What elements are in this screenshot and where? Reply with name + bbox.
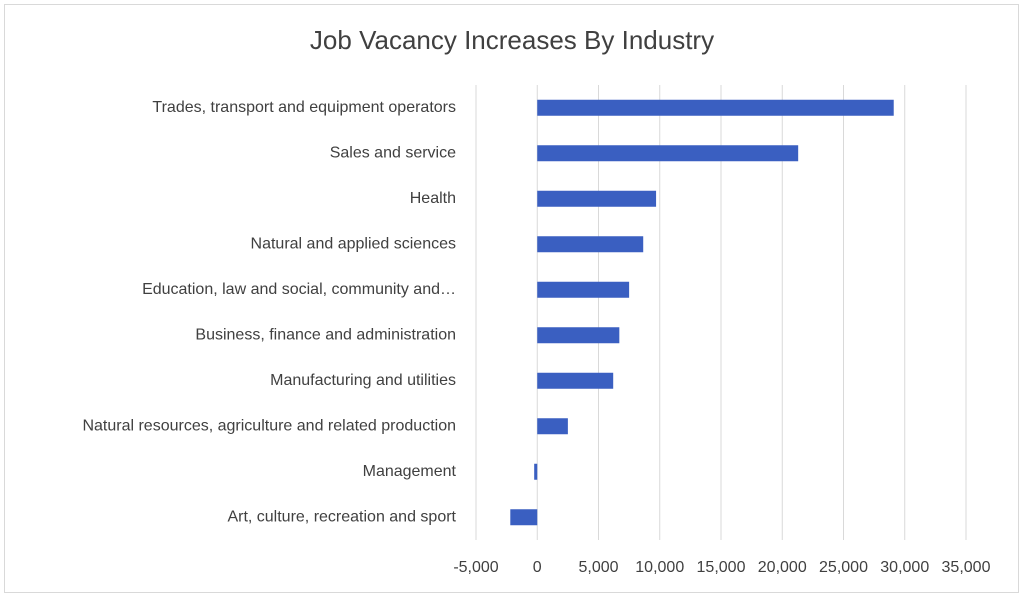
y-tick-label: Sales and service	[330, 144, 456, 161]
y-tick-label: Trades, transport and equipment operator…	[152, 99, 456, 116]
bar	[537, 236, 644, 253]
bar	[537, 372, 614, 389]
x-tick-label: 20,000	[758, 559, 807, 576]
x-tick-label: 10,000	[635, 559, 684, 576]
bar	[537, 327, 620, 344]
bar	[537, 281, 630, 298]
x-tick-label: -5,000	[453, 559, 498, 576]
x-tick-label: 15,000	[697, 559, 746, 576]
y-tick-label: Business, finance and administration	[195, 326, 456, 343]
y-tick-label: Education, law and social, community and…	[142, 281, 456, 298]
bar	[510, 509, 538, 526]
y-tick-label: Natural and applied sciences	[251, 235, 456, 252]
y-tick-label: Manufacturing and utilities	[270, 372, 456, 389]
x-tick-label: 35,000	[942, 559, 991, 576]
bar	[537, 99, 894, 116]
x-tick-label: 30,000	[880, 559, 929, 576]
bar	[537, 190, 657, 207]
chart-title: Job Vacancy Increases By Industry	[310, 25, 714, 55]
x-tick-label: 0	[533, 559, 542, 576]
bar	[534, 463, 538, 480]
y-tick-label: Management	[363, 463, 457, 480]
y-tick-label: Natural resources, agriculture and relat…	[82, 417, 456, 434]
chart-border	[4, 4, 1019, 593]
bar	[537, 418, 568, 435]
bar	[537, 145, 799, 162]
x-tick-label: 25,000	[819, 559, 868, 576]
y-tick-label: Art, culture, recreation and sport	[227, 508, 456, 525]
x-tick-label: 5,000	[578, 559, 618, 576]
y-tick-label: Health	[410, 190, 456, 207]
